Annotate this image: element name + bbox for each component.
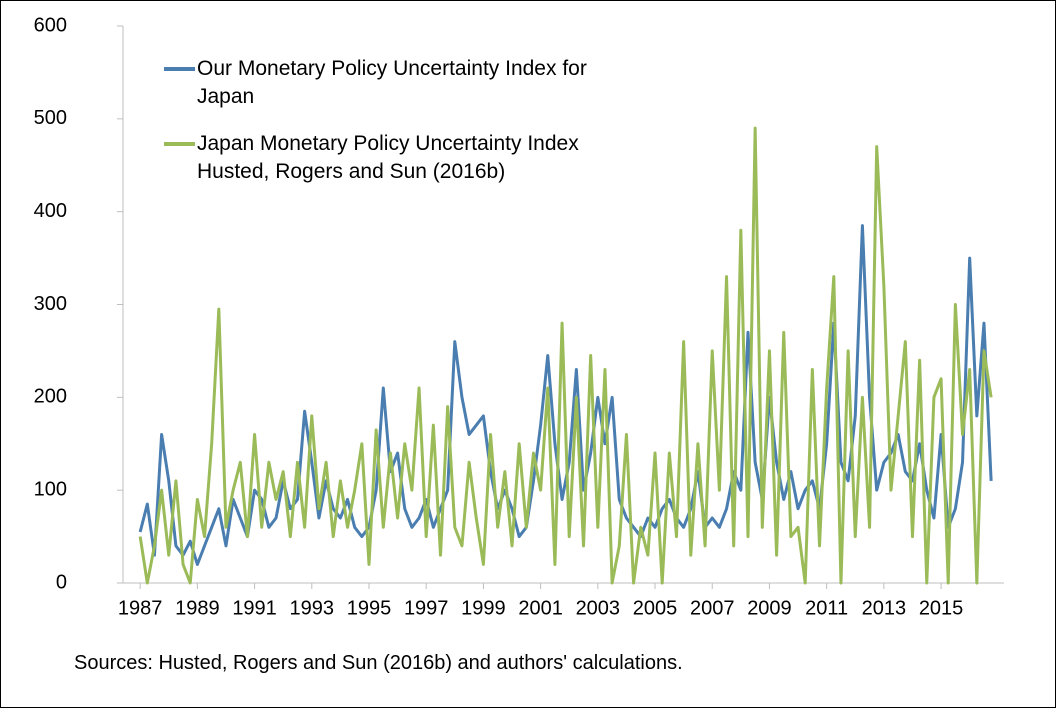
y-tick-label: 400 (34, 200, 67, 222)
y-tick-label: 300 (34, 293, 67, 315)
x-tick-label: 1991 (232, 597, 277, 619)
y-tick-label: 0 (56, 571, 67, 593)
x-tick-label: 2013 (862, 597, 907, 619)
x-tick-label: 1999 (461, 597, 506, 619)
x-tick-label: 1987 (118, 597, 163, 619)
x-tick-label: 2003 (576, 597, 621, 619)
x-tick-label: 2007 (690, 597, 735, 619)
y-tick-label: 100 (34, 478, 67, 500)
x-tick-label: 1993 (290, 597, 335, 619)
x-tick-label: 2011 (805, 597, 848, 619)
legend-label: Our Monetary Policy Uncertainty Index fo… (197, 57, 587, 108)
data-line (138, 126, 993, 585)
y-tick-label: 600 (34, 14, 67, 36)
x-tick-label: 2005 (633, 597, 678, 619)
x-tick-label: 2001 (518, 597, 563, 619)
x-tick-label: 1997 (404, 597, 449, 619)
source-note: Sources: Husted, Rogers and Sun (2016b) … (74, 652, 683, 674)
legend-label: Japan Monetary Policy Uncertainty Index … (197, 132, 579, 183)
data-line (138, 224, 993, 566)
x-tick-label: 1989 (175, 597, 220, 619)
x-tick-label: 1995 (347, 597, 392, 619)
y-tick-label: 200 (34, 386, 67, 408)
y-tick-label: 500 (34, 107, 67, 129)
x-tick-label: 2009 (747, 597, 792, 619)
x-tick-label: 2015 (919, 597, 964, 619)
